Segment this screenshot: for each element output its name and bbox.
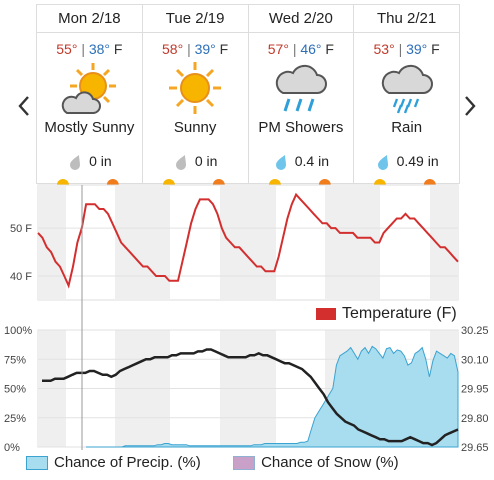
mostly-sunny-icon	[62, 63, 117, 114]
night-shade	[325, 185, 380, 300]
condition-text: Sunny	[173, 119, 217, 136]
previous-day-button[interactable]	[14, 92, 34, 120]
day-name: Thu 2/21	[354, 5, 459, 33]
temperature-range: 57° | 46° F	[249, 41, 354, 57]
temperature-tick-label: 50 F	[10, 223, 32, 235]
pressure-line	[42, 348, 459, 447]
night-shade	[430, 185, 458, 300]
low-temp: 39°	[406, 41, 428, 57]
daily-forecast: Mon 2/18 55° | 38° F Mostly Sunny 0 in T…	[36, 4, 460, 185]
precip-area	[86, 345, 459, 448]
pressure-tick-label: 29.95	[461, 384, 489, 396]
temp-separator: |	[398, 41, 403, 57]
day-name: Wed 2/20	[248, 5, 354, 33]
rain-icon	[381, 64, 433, 114]
high-temp: 55°	[56, 41, 78, 57]
day-name: Tue 2/19	[142, 5, 248, 33]
day-column[interactable]: Tue 2/19 58° | 39° F Sunny 0 in	[142, 5, 249, 185]
precip-tick-label: 25%	[4, 413, 26, 425]
temp-unit: F	[219, 41, 229, 57]
temp-unit: F	[113, 41, 123, 57]
day-column[interactable]: Mon 2/18 55° | 38° F Mostly Sunny 0 in	[37, 5, 143, 185]
showers-icon	[275, 64, 327, 112]
temperature-swatch	[316, 307, 336, 320]
temperature-chart: 50 F 40 F	[10, 184, 459, 301]
snow-legend-label: Chance of Snow (%)	[261, 454, 399, 471]
precip-value: 0.4 in	[294, 153, 329, 169]
drop-icon	[70, 155, 81, 171]
condition-text: Rain	[391, 119, 423, 136]
precip-legend-label: Chance of Precip. (%)	[54, 454, 201, 471]
pressure-tick-label: 29.80	[461, 413, 489, 425]
precip-legend: Chance of Precip. (%) Chance of Snow (%)	[26, 454, 399, 471]
drop-icon	[275, 155, 286, 171]
pressure-tick-label: 30.25	[461, 325, 489, 337]
precip-tick-label: 75%	[4, 354, 26, 366]
temperature-range: 58° | 39° F	[143, 41, 248, 57]
low-temp: 39°	[194, 41, 216, 57]
night-shade	[38, 185, 66, 300]
precip-value: 0 in	[89, 153, 112, 169]
drop-icon	[377, 155, 388, 171]
temp-separator: |	[292, 41, 297, 57]
high-temp: 58°	[162, 41, 184, 57]
night-shade	[220, 185, 276, 300]
day-name: Mon 2/18	[37, 5, 142, 33]
high-temp: 53°	[373, 41, 395, 57]
sun-icon	[374, 179, 437, 185]
sun-icon	[162, 179, 225, 185]
precip-tick-label: 100%	[4, 325, 32, 337]
day-column[interactable]: Thu 2/21 53° | 39° F Rain 0.49 in	[354, 5, 459, 185]
temp-separator: |	[81, 41, 85, 57]
precip-amount: 0.49 in	[354, 153, 459, 171]
precip-amount: 0.4 in	[249, 153, 354, 171]
sun-icon	[56, 179, 119, 185]
day-column[interactable]: Wed 2/20 57° | 46° F PM Showers 0.4 in	[248, 5, 355, 185]
condition-text: PM Showers	[258, 119, 344, 136]
condition-text: Mostly Sunny	[44, 119, 135, 136]
temperature-range: 53° | 39° F	[354, 41, 459, 57]
temperature-line	[37, 192, 459, 289]
precip-swatch	[26, 456, 48, 471]
temperature-range: 55° | 38° F	[37, 41, 142, 57]
temp-unit: F	[431, 41, 440, 57]
pressure-tick-label: 29.65	[461, 442, 489, 454]
night-shade	[115, 185, 170, 300]
drop-icon	[175, 155, 186, 171]
precip-value: 0.49 in	[396, 153, 439, 169]
low-temp: 38°	[88, 41, 111, 57]
precip-pressure-chart: 100% 30.25 75% 30.10 50% 29.95 25% 29.80 0% 29.65	[4, 325, 489, 454]
temp-separator: |	[187, 41, 191, 57]
pressure-tick-label: 30.10	[461, 354, 489, 366]
precip-value: 0 in	[194, 153, 218, 169]
sun-icon	[268, 179, 331, 185]
sunny-icon	[169, 62, 222, 114]
precip-tick-label: 50%	[4, 384, 26, 396]
next-day-button[interactable]	[460, 92, 480, 120]
chevron-left-icon	[18, 96, 29, 116]
chevron-right-icon	[465, 96, 476, 116]
temperature-legend-label: Temperature (F)	[342, 305, 457, 322]
precip-amount: 0 in	[37, 153, 142, 171]
high-temp: 57°	[267, 41, 289, 57]
temp-unit: F	[325, 41, 334, 57]
precip-amount: 0 in	[143, 153, 248, 171]
temperature-tick-label: 40 F	[10, 271, 32, 283]
low-temp: 46°	[300, 41, 322, 57]
snow-swatch	[233, 456, 256, 471]
precip-tick-label: 0%	[4, 442, 20, 454]
temperature-legend: Temperature (F)	[316, 305, 457, 323]
